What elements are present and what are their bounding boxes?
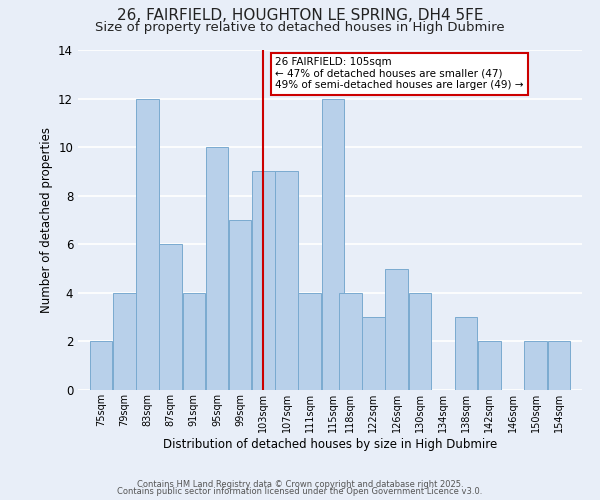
Text: 26, FAIRFIELD, HOUGHTON LE SPRING, DH4 5FE: 26, FAIRFIELD, HOUGHTON LE SPRING, DH4 5… bbox=[117, 8, 483, 22]
Y-axis label: Number of detached properties: Number of detached properties bbox=[40, 127, 53, 313]
Bar bbox=[455, 317, 478, 390]
Bar bbox=[90, 342, 112, 390]
Bar bbox=[275, 172, 298, 390]
Text: 26 FAIRFIELD: 105sqm
← 47% of detached houses are smaller (47)
49% of semi-detac: 26 FAIRFIELD: 105sqm ← 47% of detached h… bbox=[275, 58, 523, 90]
Bar bbox=[524, 342, 547, 390]
Bar bbox=[136, 98, 159, 390]
Bar bbox=[478, 342, 500, 390]
Bar bbox=[229, 220, 251, 390]
Text: Size of property relative to detached houses in High Dubmire: Size of property relative to detached ho… bbox=[95, 21, 505, 34]
Bar bbox=[409, 293, 431, 390]
Bar bbox=[160, 244, 182, 390]
Bar bbox=[339, 293, 362, 390]
Text: Contains public sector information licensed under the Open Government Licence v3: Contains public sector information licen… bbox=[118, 487, 482, 496]
Bar bbox=[385, 268, 408, 390]
Bar bbox=[322, 98, 344, 390]
Bar bbox=[362, 317, 385, 390]
Text: Contains HM Land Registry data © Crown copyright and database right 2025.: Contains HM Land Registry data © Crown c… bbox=[137, 480, 463, 489]
Bar bbox=[206, 147, 228, 390]
Bar bbox=[113, 293, 136, 390]
Bar bbox=[548, 342, 570, 390]
Bar bbox=[182, 293, 205, 390]
Bar bbox=[252, 172, 275, 390]
Bar bbox=[298, 293, 321, 390]
X-axis label: Distribution of detached houses by size in High Dubmire: Distribution of detached houses by size … bbox=[163, 438, 497, 450]
